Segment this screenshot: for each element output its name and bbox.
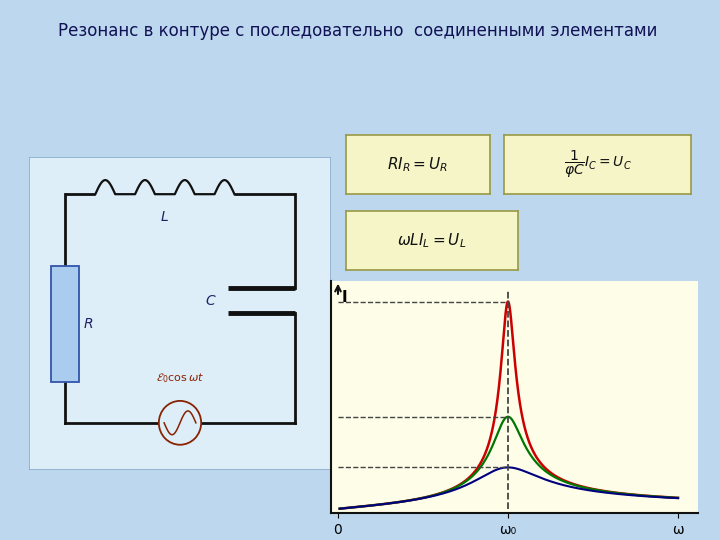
Text: $\omega L I_L = U_L$: $\omega L I_L = U_L$ [397, 231, 467, 249]
Text: $\dfrac{1}{\varphi C}I_C = U_C$: $\dfrac{1}{\varphi C}I_C = U_C$ [564, 149, 631, 180]
Text: $\mathcal{E}_0\cos\omega t$: $\mathcal{E}_0\cos\omega t$ [156, 372, 204, 385]
Circle shape [159, 401, 201, 445]
Text: $C$: $C$ [204, 294, 216, 308]
Text: $L$: $L$ [161, 210, 169, 224]
Text: $R$: $R$ [84, 317, 94, 331]
Text: Резонанс в контуре с последовательно  соединенными элементами: Резонанс в контуре с последовательно сое… [58, 22, 657, 39]
Text: I: I [342, 290, 348, 305]
FancyBboxPatch shape [29, 157, 331, 470]
Text: $RI_R = U_R$: $RI_R = U_R$ [387, 156, 449, 174]
Bar [52, 266, 78, 382]
